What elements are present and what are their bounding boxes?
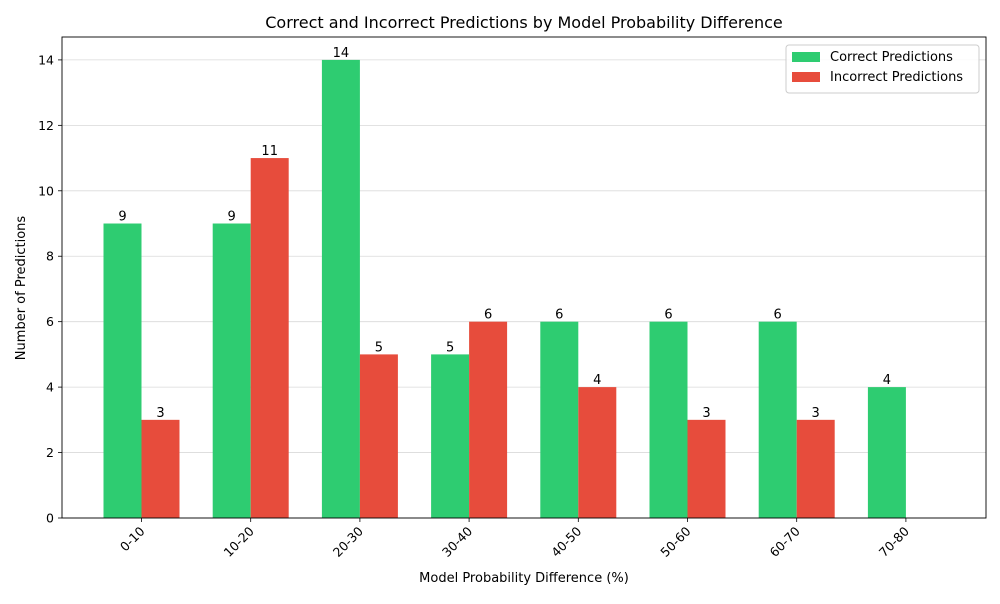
gridlines [62,59,986,519]
bar-correct [649,321,688,518]
y-tick-label: 8 [46,249,54,264]
x-axis-label: Model Probability Difference (%) [419,571,629,586]
legend-label: Incorrect Predictions [830,70,963,85]
bar-incorrect [141,419,180,518]
y-tick-label: 0 [46,511,54,526]
bar-incorrect [469,321,508,518]
data-label: 4 [593,373,601,388]
y-tick-label: 10 [38,183,54,198]
bar-correct [540,321,579,518]
x-tick-label: 30-40 [439,523,475,559]
bar-incorrect [687,419,726,518]
legend: Correct Predictions Incorrect Predictions [785,44,980,94]
x-tick-label: 20-30 [330,523,366,559]
data-label: 9 [228,210,236,225]
legend-swatch [792,52,820,62]
bars [103,59,906,519]
chart-title: Correct and Incorrect Predictions by Mod… [265,13,783,32]
bar-correct [103,223,142,519]
bar-correct [212,223,251,519]
bar-incorrect [359,354,398,518]
legend-box [785,44,980,94]
y-axis-label: Number of Predictions [14,216,29,361]
axes: 0 2 4 6 8 10 12 14 0-10 10-20 20-30 30-40 40-50 50-60… [38,36,987,560]
y-tick-label: 12 [38,118,54,133]
bar-correct [867,387,906,518]
data-label: 4 [883,373,891,388]
bar-incorrect [796,419,835,518]
y-tick-label: 14 [38,52,54,67]
data-label: 6 [774,308,782,323]
plot-frame [61,36,987,519]
data-label: 9 [118,210,126,225]
x-tick-label: 10-20 [221,523,257,559]
bar-correct [321,59,360,519]
bar-incorrect [250,158,289,518]
data-label: 11 [261,144,278,159]
bar-incorrect [578,387,617,518]
bar-correct [431,354,470,518]
x-tick-label: 60-70 [767,523,803,559]
y-tick-label: 2 [46,445,54,460]
x-tick-label: 50-60 [657,523,693,559]
data-label: 5 [375,340,383,355]
data-labels: 9 9 14 5 6 6 6 4 3 11 5 6 4 3 3 [118,46,891,421]
x-tick-label: 40-50 [548,523,584,559]
bar-correct [758,321,797,518]
x-tick-label: 0-10 [117,523,148,554]
y-tick-label: 4 [46,380,54,395]
legend-swatch [792,72,820,82]
data-label: 3 [812,406,820,421]
y-tick-label: 6 [46,314,54,329]
data-label: 3 [702,406,710,421]
x-tick-label: 70-80 [876,523,912,559]
data-label: 3 [156,406,164,421]
legend-label: Correct Predictions [830,50,953,65]
data-label: 14 [333,46,350,61]
data-label: 6 [555,308,563,323]
data-label: 6 [664,308,672,323]
data-label: 6 [484,308,492,323]
data-label: 5 [446,340,454,355]
